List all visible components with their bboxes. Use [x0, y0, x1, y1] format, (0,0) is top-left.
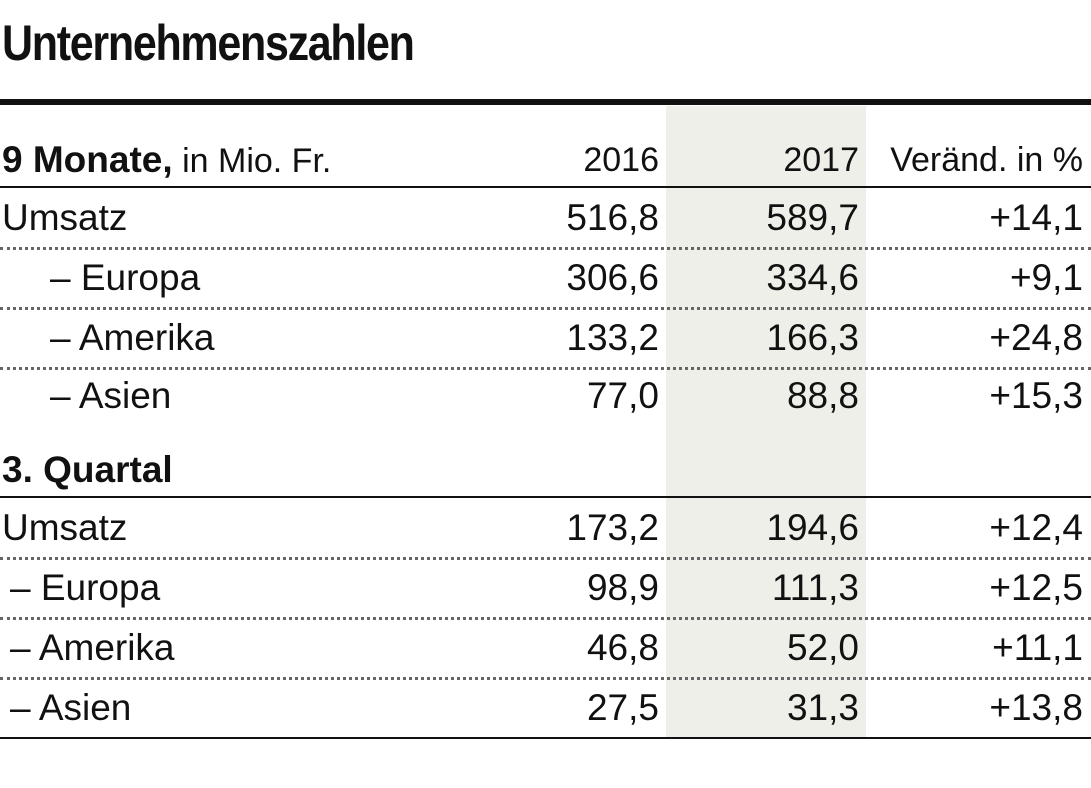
table-row: – Europa 98,9 111,3 +12,5: [0, 558, 1091, 620]
value-change: +12,4: [989, 507, 1083, 548]
row-separator: [0, 307, 1091, 310]
highlight-column-2017: [666, 106, 866, 738]
table-row: Umsatz 516,8 589,7 +14,1: [0, 188, 1091, 250]
value-change: +14,1: [989, 197, 1083, 238]
value-change: +12,5: [989, 567, 1083, 608]
table-row: – Europa 306,6 334,6 +9,1: [0, 248, 1091, 310]
section-rule: [0, 496, 1091, 498]
value-2017: 88,8: [786, 375, 859, 416]
row-label: Umsatz: [2, 507, 128, 548]
value-2017: 589,7: [766, 197, 859, 238]
table-row: – Asien 77,0 88,8 +15,3: [0, 366, 1091, 426]
table-row: – Asien 27,5 31,3 +13,8: [0, 678, 1091, 738]
value-change: +24,8: [989, 317, 1083, 358]
row-label: – Europa: [50, 257, 201, 298]
row-separator: [0, 617, 1091, 620]
value-2017: 31,3: [786, 687, 859, 728]
row-separator: [0, 557, 1091, 560]
column-header-2016: 2016: [583, 141, 659, 179]
row-label: – Asien: [10, 687, 132, 728]
header-rule: [0, 186, 1091, 188]
value-2017: 194,6: [766, 507, 859, 548]
section-title-bold: 9 Monate,: [2, 139, 173, 180]
value-2016: 46,8: [586, 627, 659, 668]
row-label: – Amerika: [50, 317, 215, 358]
section-title: 9 Monate, in Mio. Fr.: [2, 130, 331, 190]
value-2016: 77,0: [586, 375, 659, 416]
row-label: Umsatz: [2, 197, 128, 238]
page-title: Unternehmenszahlen: [2, 15, 415, 71]
value-change: +13,8: [989, 687, 1083, 728]
value-2017: 52,0: [786, 627, 859, 668]
row-separator: [0, 247, 1091, 250]
value-2016: 306,6: [566, 257, 659, 298]
value-2017: 166,3: [766, 317, 859, 358]
value-change: +15,3: [989, 375, 1083, 416]
table-row: Umsatz 173,2 194,6 +12,4: [0, 498, 1091, 560]
value-2016: 133,2: [566, 317, 659, 358]
row-label: – Asien: [50, 375, 172, 416]
row-separator: [0, 677, 1091, 680]
section-header-3-quartal: 3. Quartal: [0, 440, 1091, 500]
value-2016: 173,2: [566, 507, 659, 548]
column-header-2017: 2017: [783, 141, 859, 179]
section-header-9-monate: 9 Monate, in Mio. Fr. 2016 2017 Veränd. …: [0, 130, 1091, 190]
row-label: – Europa: [10, 567, 161, 608]
row-label: – Amerika: [10, 627, 175, 668]
table-row: – Amerika 46,8 52,0 +11,1: [0, 618, 1091, 680]
table-row: – Amerika 133,2 166,3 +24,8: [0, 308, 1091, 370]
section-title: 3. Quartal: [2, 449, 173, 490]
value-change: +11,1: [992, 627, 1083, 668]
value-2016: 27,5: [586, 687, 659, 728]
value-2016: 516,8: [566, 197, 659, 238]
value-change: +9,1: [1009, 257, 1083, 298]
value-2016: 98,9: [586, 567, 659, 608]
value-2017: 334,6: [766, 257, 859, 298]
row-separator: [0, 367, 1091, 370]
title-rule: [0, 99, 1091, 105]
section-title-unit: in Mio. Fr.: [172, 142, 332, 180]
value-2017: 111,3: [771, 567, 859, 608]
bottom-rule: [0, 737, 1091, 739]
column-header-change: Veränd. in %: [890, 141, 1083, 179]
